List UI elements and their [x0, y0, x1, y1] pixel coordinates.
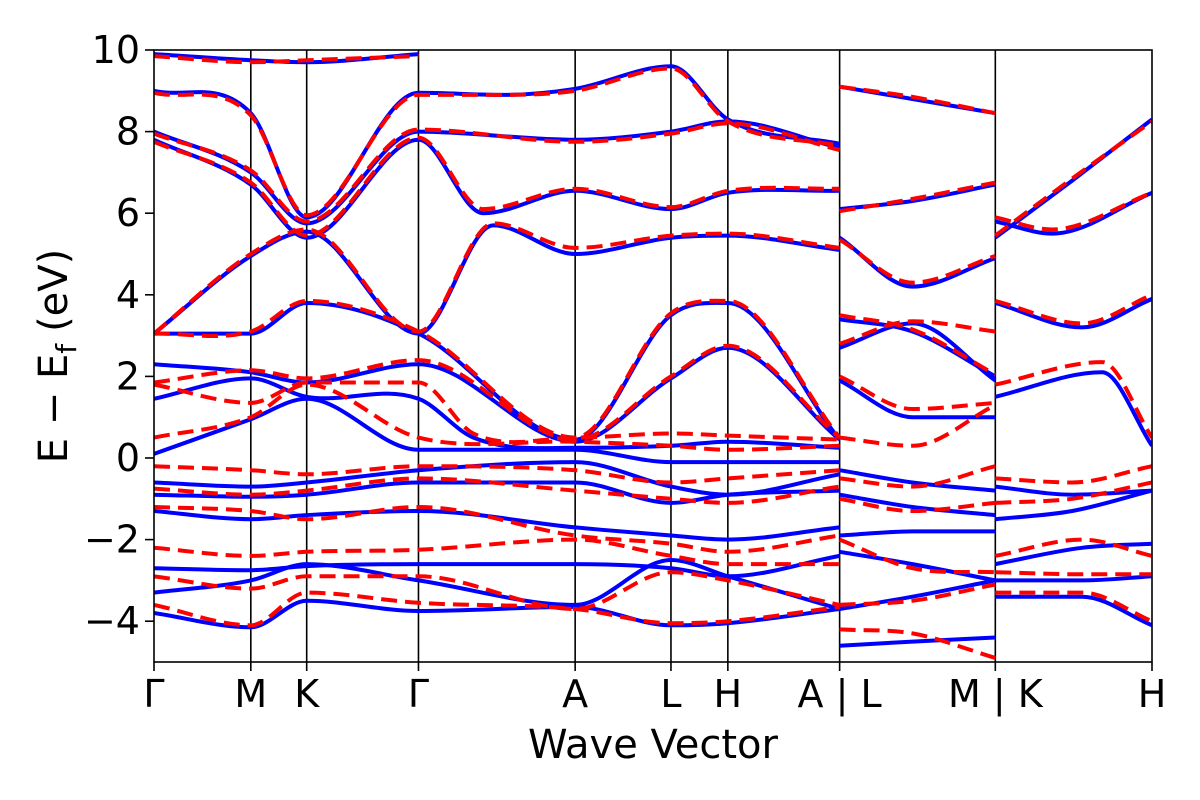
band-line: [839, 492, 996, 518]
y-tick-label: 8: [116, 110, 140, 154]
x-tick-label: K: [294, 672, 320, 716]
band-line: [154, 505, 840, 554]
y-axis: −4 −2 0 2 4 6 8 10: [84, 28, 154, 643]
band-line: [154, 476, 840, 505]
band-line: [994, 537, 1152, 558]
band-line: [995, 484, 1152, 497]
plot-background: [154, 50, 1152, 662]
band-line: [994, 541, 1152, 567]
band-line: [994, 297, 1152, 330]
band-line: [839, 582, 996, 607]
y-axis-label-unit: (eV): [31, 249, 77, 332]
x-tick-label: A: [562, 672, 588, 716]
x-tick-label: M | K: [948, 672, 1044, 717]
x-axis-label: Wave Vector: [528, 722, 779, 768]
band-line: [838, 237, 996, 285]
band-line: [839, 549, 996, 583]
y-tick-label: 10: [92, 28, 140, 72]
band-line: [995, 570, 1152, 577]
high-symmetry-lines: [250, 50, 997, 662]
y-axis-label-main: E − E: [31, 354, 77, 464]
band-line: [839, 464, 996, 489]
band-line: [995, 488, 1152, 522]
band-line: [838, 537, 996, 575]
band-line: [995, 594, 1152, 628]
band-line: [994, 292, 1152, 326]
y-tick-label: 0: [116, 436, 140, 480]
band-line: [839, 182, 996, 212]
y-tick-label: 4: [116, 273, 140, 317]
band-line: [994, 190, 1152, 236]
plot-frame: [153, 49, 1153, 663]
band-line: [995, 464, 1152, 485]
band-line: [995, 480, 1152, 505]
band-line: [154, 570, 841, 611]
band-line: [995, 574, 1152, 583]
band-line: [154, 537, 840, 567]
band-line: [839, 313, 997, 377]
x-tick-label: H: [1138, 672, 1167, 716]
y-axis-label: E − Ef (eV): [31, 249, 83, 464]
y-tick-label: 6: [116, 191, 140, 235]
band-line: [154, 376, 840, 451]
band-line: [994, 190, 1152, 232]
band-line: [994, 119, 1152, 238]
band-line: [995, 590, 1152, 624]
dashed-band-series: [154, 54, 1152, 660]
band-line: [838, 321, 997, 383]
band-line: [154, 464, 840, 485]
band-line: [839, 319, 996, 346]
band-line: [154, 54, 419, 65]
y-tick-label: −2: [84, 518, 140, 562]
x-tick-label: H: [714, 672, 743, 716]
x-tick-label: M: [234, 672, 267, 716]
y-tick-label: 2: [116, 354, 140, 398]
band-line: [154, 221, 840, 336]
x-tick-label: Γ: [408, 672, 429, 716]
band-line: [154, 590, 840, 628]
band-line: [839, 627, 996, 660]
band-line: [994, 370, 1152, 447]
band-line: [154, 558, 841, 611]
band-line: [154, 345, 841, 444]
band-line: [839, 180, 996, 214]
x-tick-label: L: [660, 672, 681, 716]
band-line: [154, 343, 841, 442]
band-line: [154, 382, 840, 452]
band-line: [154, 121, 841, 224]
band-line: [838, 378, 996, 420]
x-tick-label: A | L: [798, 672, 882, 717]
band-line: [839, 496, 996, 513]
y-axis-label-subscript: f: [50, 343, 83, 354]
band-lines: [154, 52, 1152, 660]
band-line: [154, 298, 842, 440]
band-line: [839, 578, 996, 611]
band-line: [839, 635, 996, 648]
band-line: [839, 403, 997, 448]
band-line: [154, 380, 840, 445]
band-line: [994, 360, 1152, 439]
band-line: [839, 529, 996, 538]
x-tick-label: Γ: [143, 672, 164, 716]
band-line: [839, 468, 996, 493]
y-tick-label: −4: [84, 599, 140, 643]
band-line: [154, 135, 840, 238]
band-line: [838, 374, 996, 411]
band-line: [839, 84, 996, 116]
